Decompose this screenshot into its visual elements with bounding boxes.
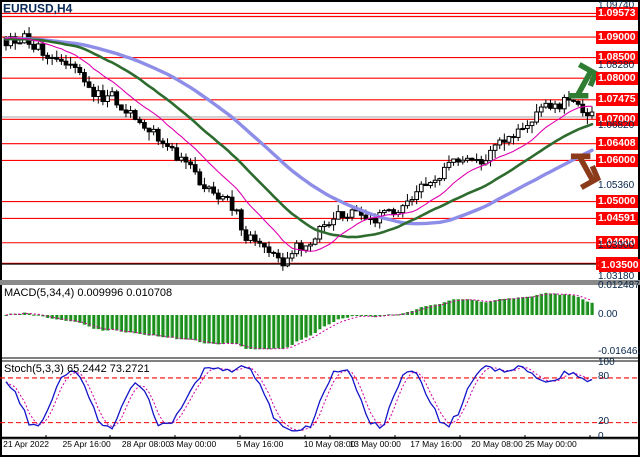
svg-text:MACD(5,34,4) 0.009996 0.010708: MACD(5,34,4) 0.009996 0.010708 (4, 287, 172, 299)
svg-text:Stoch(5,3,3) 65.2442 73.2721: Stoch(5,3,3) 65.2442 73.2721 (4, 363, 150, 375)
svg-text:EURUSD,H4: EURUSD,H4 (3, 2, 73, 16)
